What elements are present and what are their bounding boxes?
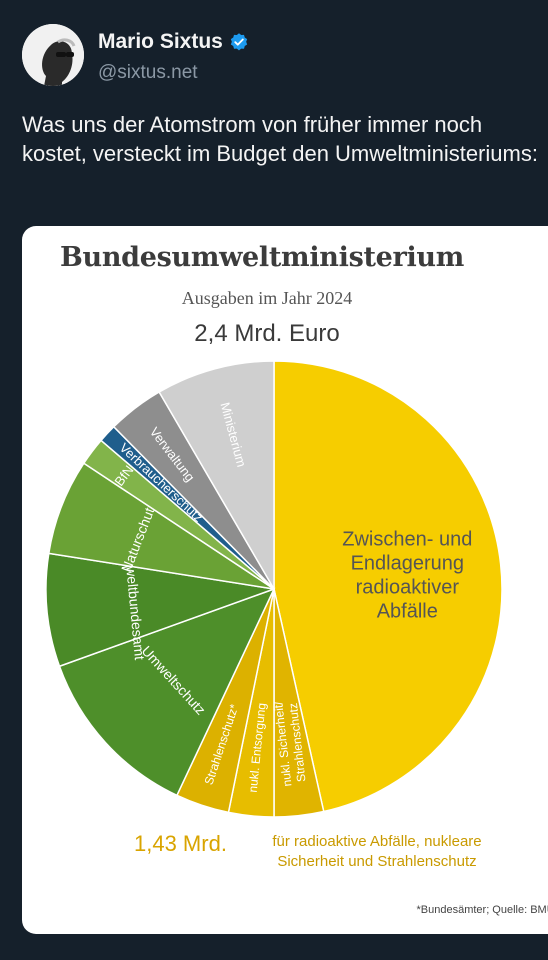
chart-title: Bundesumweltministerium	[59, 242, 465, 273]
pie-slice	[158, 360, 275, 592]
pie-slice	[45, 552, 275, 668]
pie-slice	[273, 360, 503, 813]
pie-chart: Zwischen- und Endlagerung radioaktiver Abfä…	[45, 360, 503, 818]
nuclear-description: für radioaktive Abfälle, nukleare Sicher…	[272, 833, 482, 870]
avatar-image-icon	[22, 24, 84, 86]
avatar[interactable]	[22, 24, 84, 86]
post-text: Was uns der Atomstrom von früher immer n…	[22, 112, 538, 166]
author-name[interactable]: Mario Sixtus	[98, 30, 223, 53]
pie-slice	[58, 587, 276, 797]
author-handle[interactable]: @sixtus.net	[98, 62, 198, 83]
chart-image[interactable]: Bundesumweltministerium Ausgaben im Jahr…	[22, 226, 548, 934]
author-row: Mario Sixtus	[98, 30, 249, 54]
chart-total: 2,4 Mrd. Euro	[194, 320, 340, 347]
chart-subtitle: Ausgaben im Jahr 2024	[181, 288, 353, 308]
post-header: Mario Sixtus @sixtus.net	[22, 24, 532, 86]
verified-badge-icon	[230, 33, 248, 51]
nuclear-total: 1,43 Mrd.	[134, 831, 227, 856]
slice-label: Zwischen- und Endlagerung radioaktiver Abfä…	[342, 529, 472, 623]
chart-source: *Bundesämter; Quelle: BMUV	[416, 904, 548, 916]
